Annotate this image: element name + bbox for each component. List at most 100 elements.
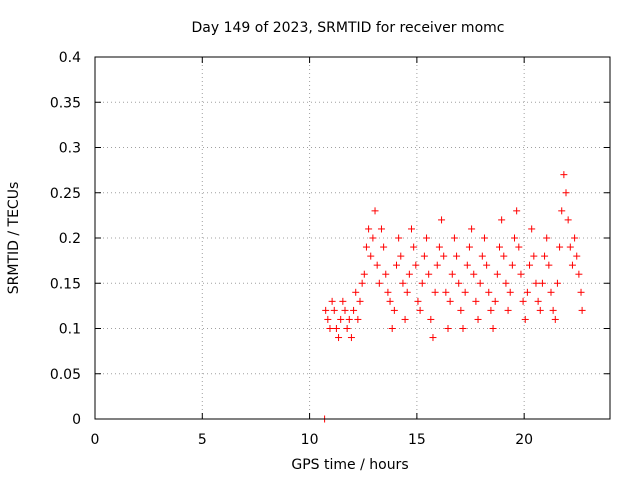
data-point [549, 306, 557, 314]
data-point [360, 270, 368, 278]
chart-title: Day 149 of 2023, SRMTID for receiver mom… [192, 20, 505, 36]
y-tick-label: 0.3 [59, 141, 81, 157]
data-point [562, 189, 570, 197]
data-point [543, 234, 551, 242]
x-tick-label: 0 [91, 432, 100, 448]
data-point [455, 279, 463, 287]
data-point [358, 279, 366, 287]
data-point [538, 279, 546, 287]
data-point [352, 288, 360, 296]
data-point [453, 252, 461, 260]
data-point [553, 279, 561, 287]
data-point [337, 315, 345, 323]
data-point [395, 234, 403, 242]
data-point [401, 315, 409, 323]
data-point [369, 234, 377, 242]
data-point [556, 243, 564, 251]
data-point [468, 225, 476, 233]
data-point [532, 279, 540, 287]
data-point [442, 288, 450, 296]
data-point [438, 216, 446, 224]
data-point [568, 261, 576, 269]
data-point [405, 270, 413, 278]
y-tick-label: 0.1 [59, 322, 81, 338]
y-axis-label: SRMTID / TECUs [6, 182, 22, 295]
axis-tick-labels: 0 0.05 0.1 0.15 0.2 0.25 0.3 0.35 0.4 0 5 10 15 20 [50, 50, 533, 448]
data-point [474, 315, 482, 323]
data-point [322, 306, 330, 314]
data-point [560, 171, 568, 179]
data-point [489, 325, 497, 332]
data-point [367, 252, 375, 260]
x-tick-label: 15 [408, 432, 426, 448]
data-point [530, 252, 538, 260]
data-point [384, 288, 392, 296]
data-point [410, 243, 418, 251]
plot-frame [94, 56, 611, 420]
data-point [551, 315, 559, 323]
data-point [541, 252, 549, 260]
data-point [534, 297, 542, 305]
data-point [513, 207, 521, 215]
data-point [390, 306, 398, 314]
data-point [347, 334, 355, 342]
data-point [450, 234, 458, 242]
data-point [444, 325, 452, 332]
data-point [365, 225, 373, 233]
data-point [448, 270, 456, 278]
data-point [350, 306, 358, 314]
data-points [321, 171, 586, 423]
data-point [388, 325, 396, 332]
data-point [547, 288, 555, 296]
data-point [397, 252, 405, 260]
y-tick-label: 0.2 [59, 231, 81, 247]
data-point [408, 225, 416, 233]
data-point [564, 216, 572, 224]
data-point [328, 297, 336, 305]
data-point [326, 325, 334, 332]
data-point [431, 288, 439, 296]
data-point [375, 279, 383, 287]
y-tick-label: 0 [72, 412, 81, 428]
data-point [465, 243, 473, 251]
data-point [545, 261, 553, 269]
data-point [478, 252, 486, 260]
data-point [386, 297, 394, 305]
data-point [341, 306, 349, 314]
data-point [521, 315, 529, 323]
data-point [526, 261, 534, 269]
data-point [502, 279, 510, 287]
data-point [476, 279, 484, 287]
data-point [423, 234, 431, 242]
data-point [440, 252, 448, 260]
data-point [377, 225, 385, 233]
data-point [433, 261, 441, 269]
data-point [483, 261, 491, 269]
data-point [418, 279, 426, 287]
y-tick-label: 0.25 [50, 186, 81, 202]
data-point [485, 288, 493, 296]
data-point [429, 334, 437, 342]
data-point [573, 252, 581, 260]
data-point [412, 261, 420, 269]
axis-ticks [94, 56, 610, 420]
x-axis-label: GPS time / hours [291, 457, 408, 473]
data-point [399, 279, 407, 287]
data-point [575, 270, 583, 278]
data-point [463, 261, 471, 269]
data-point [480, 234, 488, 242]
data-point [498, 216, 506, 224]
data-point [414, 297, 422, 305]
data-point [577, 288, 585, 296]
data-point [515, 243, 523, 251]
data-point [403, 288, 411, 296]
data-point [558, 207, 566, 215]
data-point [435, 243, 443, 251]
data-point [495, 243, 503, 251]
grid [95, 57, 610, 419]
x-tick-label: 10 [301, 432, 319, 448]
data-point [416, 306, 424, 314]
data-point [356, 297, 364, 305]
y-tick-label: 0.05 [50, 367, 81, 383]
